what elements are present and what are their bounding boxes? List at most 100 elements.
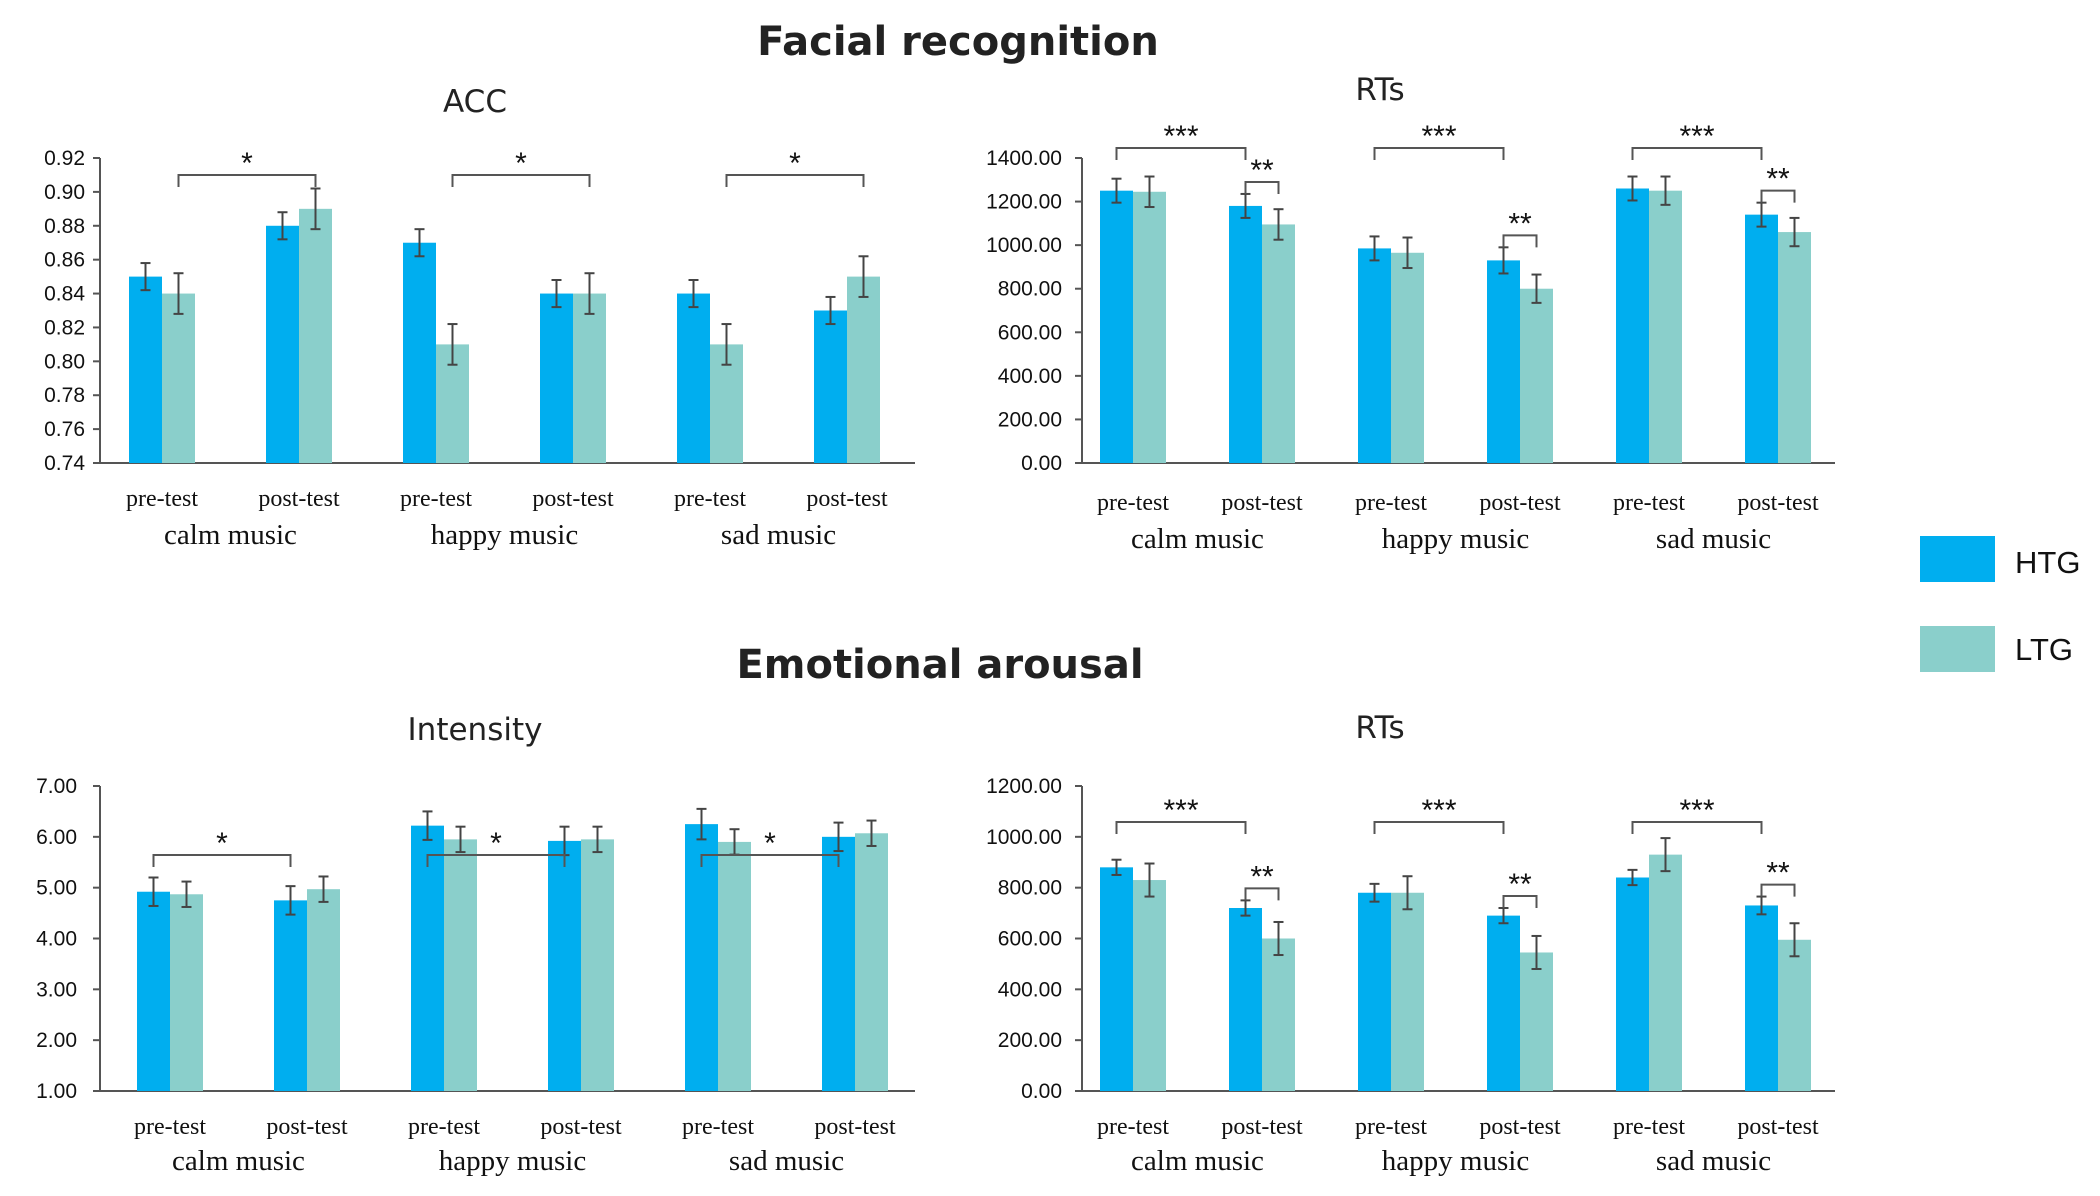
bar-htg xyxy=(548,840,581,1091)
bar-htg xyxy=(677,293,710,463)
y-tick-label: 0.80 xyxy=(44,350,85,373)
significance-label: * xyxy=(515,147,527,180)
y-tick-label: 6.00 xyxy=(36,826,77,849)
group-label: calm music xyxy=(164,519,297,551)
x-tick-label: pre-test xyxy=(400,486,472,512)
x-tick-label: pre-test xyxy=(134,1114,206,1140)
bar-ltg xyxy=(1391,892,1424,1091)
group-label: calm music xyxy=(1131,523,1264,555)
significance-bracket xyxy=(1760,189,1796,203)
x-tick-label: pre-test xyxy=(1613,1114,1685,1140)
y-tick-label: 600.00 xyxy=(998,321,1062,344)
significance-label: * xyxy=(764,827,776,860)
x-tick-label: pre-test xyxy=(1097,1114,1169,1140)
significance-label: ** xyxy=(1508,868,1532,901)
bar-htg xyxy=(1100,867,1133,1091)
significance-label: ** xyxy=(1766,857,1790,890)
y-tick-label: 1000.00 xyxy=(986,826,1062,849)
x-tick-label: pre-test xyxy=(126,486,198,512)
chart-title: Intensity xyxy=(408,712,543,748)
bar-htg xyxy=(266,225,299,463)
bar-ltg xyxy=(1133,191,1166,463)
significance-bracket xyxy=(426,854,566,867)
group-label: happy music xyxy=(439,1145,586,1177)
y-tick-label: 1200.00 xyxy=(986,775,1062,798)
bar-htg xyxy=(1616,188,1649,463)
bar-htg xyxy=(1358,248,1391,463)
significance-label: *** xyxy=(1421,794,1456,827)
y-tick-label: 1200.00 xyxy=(986,191,1062,214)
bar-htg xyxy=(1745,214,1778,463)
y-tick-label: 4.00 xyxy=(36,928,77,951)
x-tick-label: post-test xyxy=(1479,490,1561,516)
group-label: happy music xyxy=(1382,523,1529,555)
significance-label: * xyxy=(789,147,801,180)
y-tick-label: 3.00 xyxy=(36,978,77,1001)
significance-label: *** xyxy=(1421,120,1456,153)
significance-label: * xyxy=(490,827,502,860)
y-tick-label: 5.00 xyxy=(36,877,77,900)
y-tick-label: 1400.00 xyxy=(986,147,1062,170)
significance-bracket xyxy=(725,174,865,187)
significance-bracket xyxy=(451,174,591,187)
section-title-emotional-arousal: Emotional arousal xyxy=(736,642,1143,688)
x-tick-label: post-test xyxy=(1221,1114,1303,1140)
x-tick-label: pre-test xyxy=(682,1114,754,1140)
legend: HTG LTG xyxy=(1920,536,2080,672)
bar-ltg xyxy=(1778,232,1811,463)
y-tick-label: 200.00 xyxy=(998,1029,1062,1052)
group-label: calm music xyxy=(172,1145,305,1177)
x-tick-label: pre-test xyxy=(1355,1114,1427,1140)
bar-ltg xyxy=(299,208,332,463)
y-tick-label: 0.78 xyxy=(44,384,85,407)
bar-htg xyxy=(540,293,573,463)
bar-ltg xyxy=(1778,939,1811,1091)
group-label: sad music xyxy=(1656,1145,1771,1177)
bar-ltg xyxy=(1649,190,1682,463)
group-label: sad music xyxy=(729,1145,844,1177)
significance-label: *** xyxy=(1163,120,1198,153)
bar-htg xyxy=(685,824,718,1091)
bar-ltg xyxy=(855,833,888,1091)
y-tick-label: 600.00 xyxy=(998,928,1062,951)
significance-bracket xyxy=(1631,147,1763,160)
x-tick-label: post-test xyxy=(540,1114,622,1140)
x-tick-label: post-test xyxy=(1737,1114,1819,1140)
legend-swatch-htg xyxy=(1920,536,1995,582)
bar-htg xyxy=(411,825,444,1091)
bar-htg xyxy=(1616,877,1649,1091)
significance-bracket xyxy=(1502,895,1538,908)
bar-ltg xyxy=(162,293,195,463)
x-tick-label: post-test xyxy=(1221,490,1303,516)
y-tick-label: 7.00 xyxy=(36,775,77,798)
bar-ltg xyxy=(170,894,203,1091)
significance-label: ** xyxy=(1250,154,1274,187)
x-tick-label: pre-test xyxy=(674,486,746,512)
bar-ltg xyxy=(581,839,614,1091)
bar-ltg xyxy=(847,276,880,463)
bar-ltg xyxy=(307,889,340,1091)
chart-acc: ACC 0.74 0.76 0.78 0.80 0.82 0.84 0.86 0.88 0.90 0… xyxy=(44,84,915,551)
bar-htg xyxy=(1229,205,1262,463)
significance-label: ** xyxy=(1508,207,1532,240)
y-tick-label: 800.00 xyxy=(998,278,1062,301)
y-tick-label: 0.88 xyxy=(44,215,85,238)
bar-htg xyxy=(1100,190,1133,463)
y-tick-label: 1000.00 xyxy=(986,234,1062,257)
significance-bracket xyxy=(700,854,840,867)
bar-htg xyxy=(274,900,307,1091)
y-tick-label: 0.86 xyxy=(44,249,85,272)
chart-title: ACC xyxy=(443,84,507,120)
x-tick-label: post-test xyxy=(266,1114,348,1140)
y-tick-label: 0.00 xyxy=(1021,1080,1062,1103)
significance-label: *** xyxy=(1679,794,1714,827)
bar-htg xyxy=(403,242,436,463)
x-tick-label: post-test xyxy=(806,486,888,512)
significance-bracket xyxy=(1502,234,1538,248)
y-tick-label: 0.90 xyxy=(44,181,85,204)
bar-htg xyxy=(137,891,170,1091)
legend-label-ltg: LTG xyxy=(2015,632,2073,667)
group-label: happy music xyxy=(1382,1145,1529,1177)
bar-htg xyxy=(1487,915,1520,1091)
